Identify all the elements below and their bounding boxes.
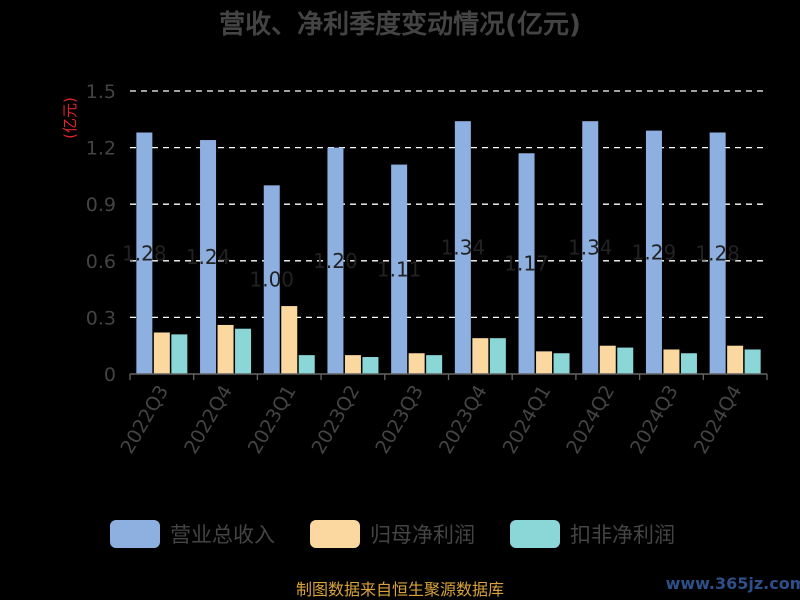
bar-扣非净利润-2023Q4 bbox=[489, 338, 506, 374]
bar-扣非净利润-2023Q1 bbox=[298, 355, 315, 374]
data-source-note: 制图数据来自恒生聚源数据库 bbox=[296, 580, 504, 599]
data-label: 1.34 bbox=[441, 236, 486, 260]
bar-归母净利润-2024Q3 bbox=[663, 349, 680, 374]
bar-归母净利润-2023Q1 bbox=[281, 306, 298, 374]
bar-营业总收入-2023Q4 bbox=[454, 121, 471, 374]
x-tick-label: 2022Q4 bbox=[180, 382, 237, 458]
data-label: 1.28 bbox=[122, 241, 167, 265]
x-tick-label: 2023Q1 bbox=[244, 382, 301, 458]
legend-item[interactable]: 扣非净利润 bbox=[510, 520, 675, 548]
data-label: 1.29 bbox=[632, 240, 677, 264]
y-tick-label: 0.6 bbox=[86, 251, 116, 273]
chart-title: 营收、净利季度变动情况(亿元) bbox=[219, 9, 581, 40]
bar-扣非净利润-2024Q1 bbox=[553, 353, 570, 374]
y-tick-label: 1.2 bbox=[86, 138, 116, 160]
legend-swatch bbox=[110, 520, 160, 548]
bar-营业总收入-2023Q2 bbox=[327, 147, 344, 374]
x-tick-label: 2023Q2 bbox=[308, 382, 365, 458]
bar-扣非净利润-2023Q2 bbox=[362, 357, 379, 374]
legend-item[interactable]: 营业总收入 bbox=[110, 520, 275, 548]
bar-营业总收入-2024Q2 bbox=[582, 121, 599, 374]
bar-营业总收入-2024Q1 bbox=[518, 153, 535, 374]
data-label: 1.17 bbox=[504, 252, 549, 276]
bar-归母净利润-2022Q3 bbox=[153, 332, 170, 374]
data-label: 1.00 bbox=[249, 268, 294, 292]
bar-归母净利润-2024Q1 bbox=[536, 351, 553, 374]
legend-label: 归母净利润 bbox=[370, 523, 475, 547]
x-tick-label: 2023Q3 bbox=[371, 382, 428, 458]
bar-营业总收入-2022Q4 bbox=[200, 140, 217, 374]
x-tick-label: 2024Q3 bbox=[626, 382, 683, 458]
bar-营业总收入-2024Q3 bbox=[645, 130, 662, 374]
legend-label: 营业总收入 bbox=[170, 523, 275, 547]
bar-归母净利润-2023Q2 bbox=[344, 355, 361, 374]
data-label: 1.34 bbox=[568, 236, 613, 260]
legend-swatch bbox=[510, 520, 560, 548]
data-label: 1.20 bbox=[313, 249, 358, 273]
x-tick-label: 2023Q4 bbox=[435, 381, 492, 457]
x-tick-label: 2024Q4 bbox=[690, 382, 747, 458]
y-tick-label: 0 bbox=[104, 364, 116, 386]
y-tick-label: 0.9 bbox=[86, 194, 116, 216]
legend-label: 扣非净利润 bbox=[570, 523, 675, 547]
bar-归母净利润-2022Q4 bbox=[217, 324, 234, 374]
bar-归母净利润-2024Q4 bbox=[727, 345, 744, 374]
bar-扣非净利润-2022Q3 bbox=[171, 334, 188, 374]
x-tick-label: 2022Q3 bbox=[116, 382, 173, 458]
bar-扣非净利润-2024Q4 bbox=[744, 349, 761, 374]
y-tick-label: 1.5 bbox=[86, 81, 116, 103]
y-axis-ticks: 0 0.3 0.6 0.9 1.2 1.5 bbox=[86, 81, 116, 386]
data-label: 1.28 bbox=[695, 241, 740, 265]
bar-营业总收入-2023Q3 bbox=[391, 164, 408, 374]
bar-扣非净利润-2024Q3 bbox=[680, 353, 697, 374]
x-tick-label: 2024Q2 bbox=[562, 382, 619, 458]
data-label: 1.24 bbox=[186, 245, 231, 269]
bar-扣非净利润-2024Q2 bbox=[617, 347, 634, 374]
bar-扣非净利润-2022Q4 bbox=[235, 328, 252, 374]
bars bbox=[136, 121, 761, 374]
legend-item[interactable]: 归母净利润 bbox=[310, 520, 475, 548]
legend[interactable]: 营业总收入 归母净利润 扣非净利润 bbox=[110, 520, 675, 548]
y-axis-unit: (亿元) bbox=[61, 97, 79, 139]
bar-归母净利润-2023Q3 bbox=[408, 353, 425, 374]
data-label: 1.11 bbox=[377, 257, 422, 281]
bar-扣非净利润-2023Q3 bbox=[426, 355, 443, 374]
bar-营业总收入-2022Q3 bbox=[136, 132, 153, 374]
bar-营业总收入-2023Q1 bbox=[263, 185, 280, 374]
bar-营业总收入-2024Q4 bbox=[709, 132, 726, 374]
bar-归母净利润-2024Q2 bbox=[599, 345, 616, 374]
data-labels: 1.28 1.24 1.00 1.20 1.11 1.34 1.17 1.34 1.29 1.28 bbox=[122, 236, 740, 292]
bar-归母净利润-2023Q4 bbox=[472, 338, 489, 374]
x-tick-label: 2024Q1 bbox=[499, 382, 556, 458]
x-axis-ticks: 2022Q3 2022Q4 2023Q1 2023Q2 2023Q3 2023Q4 2024… bbox=[116, 374, 768, 458]
grid-lines bbox=[130, 90, 767, 319]
legend-swatch bbox=[310, 520, 360, 548]
watermark: www.365jz.com bbox=[666, 574, 800, 593]
y-tick-label: 0.3 bbox=[86, 307, 116, 329]
